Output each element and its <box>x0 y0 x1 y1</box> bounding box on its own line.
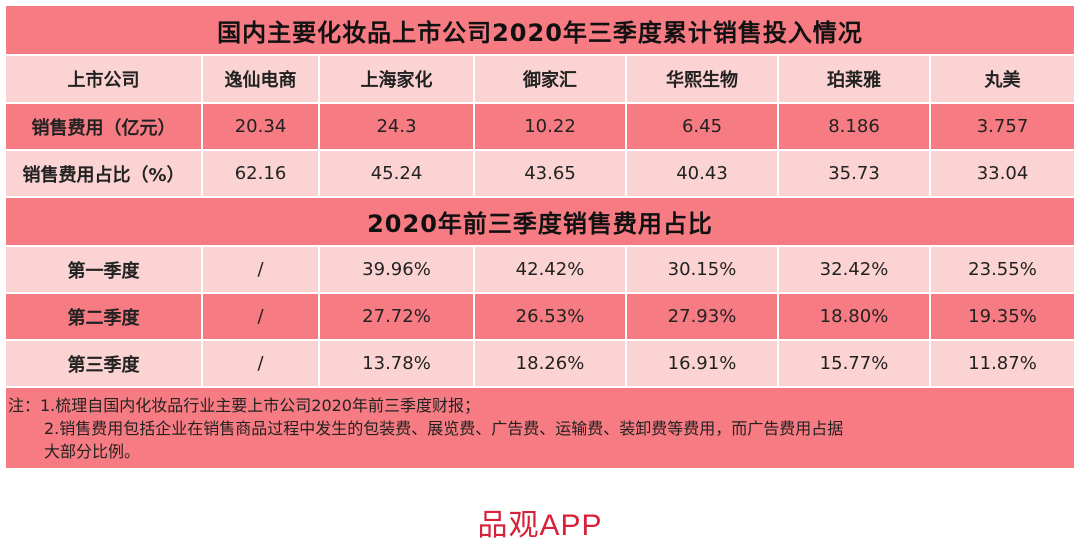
table-cell: 23.55% <box>931 247 1074 294</box>
table-cell: 42.42% <box>475 247 627 294</box>
footnote-line: 注：1.梳理自国内化妆品行业主要上市公司2020年前三季度财报； <box>8 396 480 415</box>
table-cell: 6.45 <box>627 104 779 151</box>
table-cell: 8.186 <box>779 104 931 151</box>
table-cell: 15.77% <box>779 341 931 388</box>
header-company: 上海家化 <box>320 56 475 104</box>
table-cell: 35.73 <box>779 151 931 198</box>
header-company: 华熙生物 <box>627 56 779 104</box>
header-company: 丸美 <box>931 56 1074 104</box>
table-cell: 26.53% <box>475 294 627 341</box>
footnote-line: 大部分比例。 <box>44 442 141 461</box>
header-label: 上市公司 <box>6 56 203 104</box>
section-subtitle: 2020年前三季度销售费用占比 <box>6 198 1074 247</box>
footnote-line: 2.销售费用包括企业在销售商品过程中发生的包装费、展览费、广告费、运输费、装卸费… <box>44 419 844 438</box>
table-cell: 30.15% <box>627 247 779 294</box>
table-cell: / <box>203 247 320 294</box>
row-label: 第一季度 <box>6 247 203 294</box>
footnote: 注：1.梳理自国内化妆品行业主要上市公司2020年前三季度财报； 2.销售费用包… <box>6 388 1074 470</box>
table-cell: 39.96% <box>320 247 475 294</box>
row-label: 销售费用（亿元） <box>6 104 203 151</box>
brand-logo-text: 品观APP <box>477 509 603 542</box>
table-cell: 43.65 <box>475 151 627 198</box>
table-cell: 3.757 <box>931 104 1074 151</box>
header-company: 逸仙电商 <box>203 56 320 104</box>
header-company: 珀莱雅 <box>779 56 931 104</box>
table-cell: 45.24 <box>320 151 475 198</box>
table-cell: 18.80% <box>779 294 931 341</box>
row-label: 销售费用占比（%） <box>6 151 203 198</box>
row-label: 第二季度 <box>6 294 203 341</box>
table-cell: 33.04 <box>931 151 1074 198</box>
table-cell: 24.3 <box>320 104 475 151</box>
row-label: 第三季度 <box>6 341 203 388</box>
table-cell: 27.72% <box>320 294 475 341</box>
table-cell: 13.78% <box>320 341 475 388</box>
table-cell: 19.35% <box>931 294 1074 341</box>
header-company: 御家汇 <box>475 56 627 104</box>
table-cell: 11.87% <box>931 341 1074 388</box>
table-cell: 10.22 <box>475 104 627 151</box>
table-cell: 20.34 <box>203 104 320 151</box>
table-cell: 40.43 <box>627 151 779 198</box>
table-cell: 27.93% <box>627 294 779 341</box>
table-title: 国内主要化妆品上市公司2020年三季度累计销售投入情况 <box>6 6 1074 56</box>
table-cell: / <box>203 341 320 388</box>
table-cell: 18.26% <box>475 341 627 388</box>
sales-table: 国内主要化妆品上市公司2020年三季度累计销售投入情况 上市公司 逸仙电商 上海… <box>6 6 1074 470</box>
table-cell: 62.16 <box>203 151 320 198</box>
table-cell: / <box>203 294 320 341</box>
table-cell: 32.42% <box>779 247 931 294</box>
table-cell: 16.91% <box>627 341 779 388</box>
